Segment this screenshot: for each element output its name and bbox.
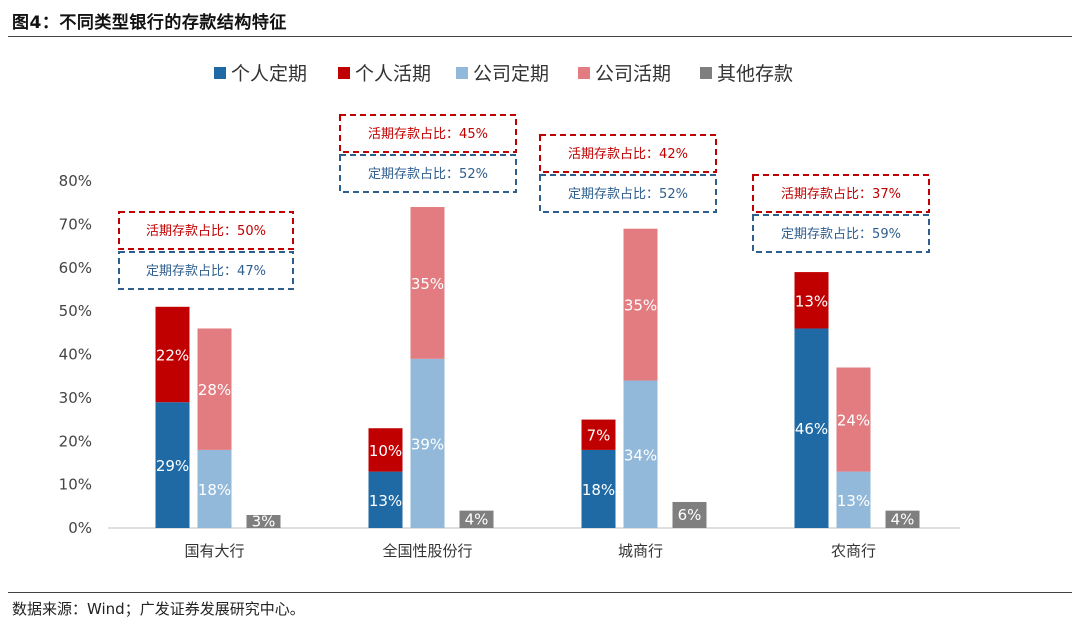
legend-label: 个人定期 [231,63,307,85]
annotation-time-ratio: 定期存款占比：52% [568,187,688,202]
bar-segment [246,514,281,528]
y-tick-label: 60% [59,259,92,277]
legend-swatch [578,67,590,79]
bar-segment [459,510,494,528]
y-tick-label: 30% [59,389,92,407]
y-tick-label: 0% [68,519,92,537]
data-label: 39% [411,435,444,453]
data-label: 35% [624,297,657,315]
x-tick-label: 全国性股份行 [382,542,472,560]
y-tick-label: 20% [59,432,92,450]
data-label: 28% [198,381,231,399]
annotation-time-ratio: 定期存款占比：47% [146,264,266,279]
annotation-box-demand [339,114,517,153]
source-note: 数据来源：Wind；广发证券发展研究中心。 [12,600,305,618]
bar-segment [155,306,190,403]
bar-segment [368,428,403,472]
source-rule [8,592,1072,593]
data-label: 13% [369,492,402,510]
annotation-box-time [339,154,517,193]
data-label: 22% [156,347,189,365]
data-label: 7% [587,427,611,445]
bar-segment [410,358,445,528]
legend-label: 其他存款 [717,63,793,85]
data-label: 24% [837,412,870,430]
annotation-box-time [118,251,294,290]
annotation-demand-ratio: 活期存款占比：45% [368,127,488,142]
data-label: 34% [624,446,657,464]
data-label: 18% [582,481,615,499]
data-label: 4% [891,510,915,528]
data-label: 6% [678,506,702,524]
bar-segment [581,449,616,528]
stacked-bar-chart: 个人定期 个人活期 公司定期 公司活期 其他存款 0% 10% 20% 30% 40% 50% 60%… [59,63,960,560]
data-label: 4% [465,510,489,528]
bar-segment [794,328,829,528]
legend-swatch [456,67,468,79]
legend-swatch [700,67,712,79]
annotation-box-time [752,214,930,253]
data-label: 10% [369,442,402,460]
x-tick-label: 农商行 [831,542,876,560]
bar-segment [672,501,707,528]
legend-label: 个人活期 [355,63,431,85]
y-tick-label: 80% [59,172,92,190]
bar-segment [836,471,871,528]
bar-segment [197,449,232,528]
x-tick-label: 国有大行 [184,542,244,560]
bar-segment [794,272,829,329]
data-label: 46% [795,420,828,438]
bar-segment [581,419,616,450]
data-label: 35% [411,275,444,293]
y-tick-label: 10% [59,476,92,494]
y-tick-label: 50% [59,302,92,320]
legend-swatch [338,67,350,79]
legend-label: 公司定期 [473,63,549,85]
annotation-demand-ratio: 活期存款占比：37% [781,187,901,202]
bar-segment [623,228,658,381]
y-tick-label: 70% [59,215,92,233]
bar-segment [836,367,871,472]
annotation-box-demand [118,211,294,250]
annotation-box-demand [752,174,930,213]
figure-title: 图4：不同类型银行的存款结构特征 [12,13,287,33]
bar-segment [155,402,190,528]
annotation-box-demand [539,134,717,173]
bar-segment [885,510,920,528]
data-label: 29% [156,457,189,475]
annotation-demand-ratio: 活期存款占比：42% [568,147,688,162]
annotation-time-ratio: 定期存款占比：59% [781,227,901,242]
data-label: 18% [198,481,231,499]
bar-segment [410,207,445,359]
bar-segment [623,380,658,528]
legend-label: 公司活期 [595,63,671,85]
y-tick-label: 40% [59,346,92,364]
annotation-time-ratio: 定期存款占比：52% [368,167,488,182]
bar-segment [197,328,232,450]
annotation-demand-ratio: 活期存款占比：50% [146,224,266,239]
data-label: 13% [795,292,828,310]
bar-segment [368,471,403,528]
x-tick-label: 城商行 [618,542,663,560]
annotation-box-time [539,174,717,213]
data-label: 13% [837,492,870,510]
legend-swatch [214,67,226,79]
data-label: 3% [252,512,276,530]
title-rule [8,36,1072,37]
